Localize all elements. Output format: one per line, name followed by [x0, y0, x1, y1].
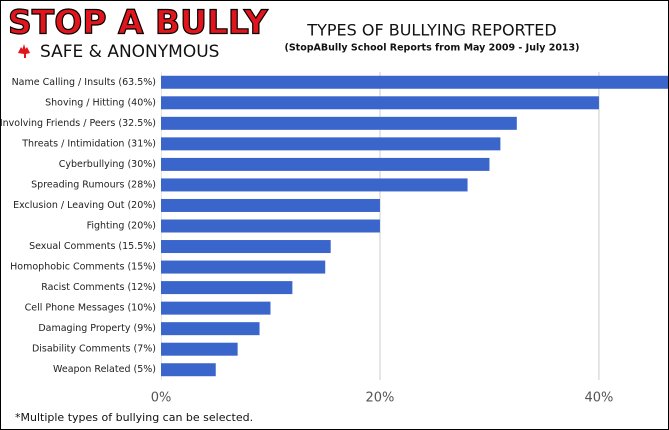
- x-tick-label: 20%: [366, 391, 395, 406]
- y-tick-label: Damaging Property (9%): [38, 323, 156, 334]
- chart-subtitle: (StopABully School Reports from May 2009…: [284, 43, 579, 54]
- bar: [161, 219, 380, 233]
- bar: [161, 363, 216, 377]
- y-tick-label: Disability Comments (7%): [32, 344, 156, 355]
- bar: [161, 322, 260, 336]
- bar: [161, 301, 271, 315]
- bar: [161, 260, 326, 274]
- bar: [161, 157, 490, 171]
- logo-title: STOP A BULLY: [8, 3, 269, 42]
- footnote: *Multiple types of bullying can be selec…: [15, 411, 253, 424]
- bar: [161, 281, 293, 295]
- bar: [161, 198, 380, 212]
- y-tick-label: Homophobic Comments (15%): [10, 262, 156, 273]
- y-tick-label: Fighting (20%): [87, 221, 156, 232]
- bar: [161, 178, 468, 192]
- y-tick-label: Name Calling / Insults (63.5%): [12, 77, 156, 88]
- y-tick-label: Exclusion / Leaving Out (20%): [13, 200, 156, 211]
- bar: [161, 240, 331, 254]
- bar: [161, 96, 599, 110]
- bar: [161, 137, 501, 151]
- maple-leaf: [18, 44, 30, 58]
- logo-subtitle: SAFE & ANONYMOUS: [40, 42, 219, 62]
- y-tick-label: Spreading Rumours (28%): [31, 179, 156, 190]
- y-tick-label: Shoving / Hitting (40%): [45, 97, 156, 108]
- x-tick-label: 40%: [584, 391, 613, 406]
- y-tick-label: Cyberbullying (30%): [59, 159, 156, 170]
- bar: [161, 75, 668, 89]
- y-tick-label: Involving Friends / Peers (32.5%): [0, 118, 156, 129]
- bar: [161, 342, 238, 356]
- y-tick-label: Threats / Intimidation (31%): [21, 138, 156, 149]
- y-tick-label: Cell Phone Messages (10%): [25, 303, 156, 314]
- plot: [161, 72, 668, 380]
- y-tick-label: Sexual Comments (15.5%): [29, 241, 156, 252]
- bar: [161, 116, 517, 130]
- y-tick-label: Racist Comments (12%): [41, 282, 156, 293]
- x-tick-label: 0%: [151, 391, 172, 406]
- y-tick-label: Weapon Related (5%): [53, 364, 156, 375]
- chart-title: TYPES OF BULLYING REPORTED: [306, 21, 556, 40]
